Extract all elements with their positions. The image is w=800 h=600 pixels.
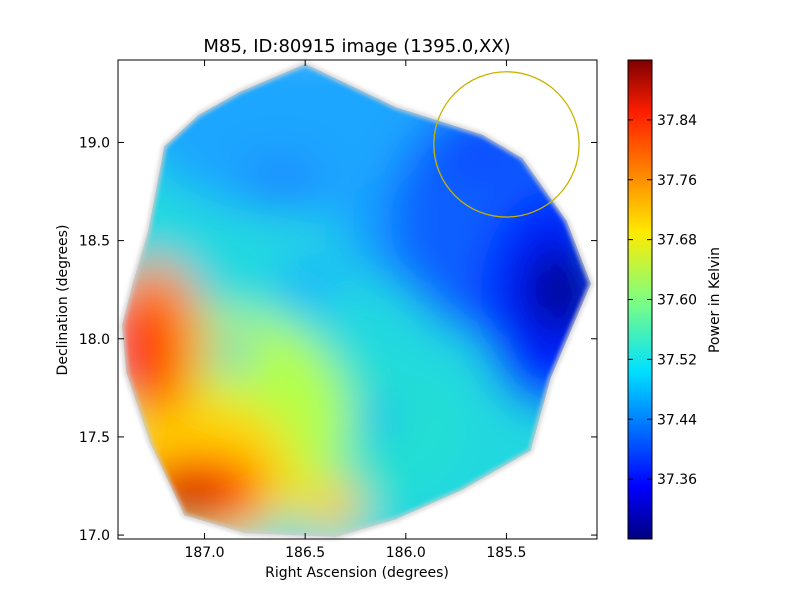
y-axis: 17.0 17.5 18.0 18.5 19.0 [79,135,597,544]
y-tick-label: 18.0 [79,332,110,348]
y-tick-label: 17.0 [79,528,110,544]
x-axis: 187.0 186.5 186.0 185.5 [184,60,526,561]
x-tick-label: 186.5 [285,545,325,561]
x-tick-label: 185.5 [486,545,526,561]
colorbar-tick-label: 37.84 [657,113,697,129]
colorbar-tick-label: 37.60 [657,293,697,309]
chart-title: M85, ID:80915 image (1395.0,XX) [203,36,510,57]
y-axis-label: Declination (degrees) [55,225,71,376]
y-tick-label: 19.0 [79,135,110,151]
footprint-edge [119,61,594,540]
y-tick-label: 18.5 [79,234,110,250]
colorbar-label: Power in Kelvin [707,247,723,353]
x-axis-label: Right Ascension (degrees) [265,565,449,581]
colorbar-tick-label: 37.68 [657,233,697,249]
plot-frame [117,59,598,540]
colorbar-tick-label: 37.76 [657,173,697,189]
heatmap-image [122,63,591,538]
colorbar-tick-label: 37.44 [657,412,697,428]
x-tick-label: 187.0 [184,545,224,561]
x-tick-label: 186.0 [386,545,426,561]
annotation-circle [433,71,580,218]
colorbar-axis: 37.36 37.44 37.52 37.60 37.68 37.76 37.84 [628,113,697,488]
colorbar-tick-label: 37.36 [657,472,697,488]
y-tick-label: 17.5 [79,430,110,446]
colorbar-tick-label: 37.52 [657,352,697,368]
